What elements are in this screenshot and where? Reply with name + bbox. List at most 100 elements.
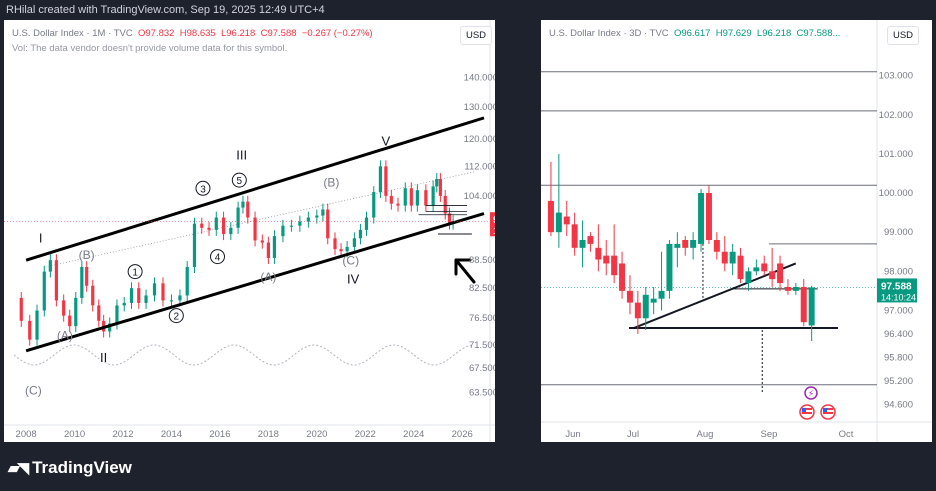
candle-body (777, 263, 784, 284)
left-open: 97.832 (145, 28, 175, 39)
candle-body (745, 271, 752, 284)
candle-body (35, 310, 39, 340)
candle-body (729, 251, 736, 264)
right-y-tick: 95.800 (884, 352, 913, 363)
left-x-tick: 2014 (161, 429, 182, 440)
wave-label: II (100, 350, 107, 365)
candle-body (91, 285, 95, 306)
right-y-tick: 103.000 (879, 71, 913, 82)
left-y-tick: 67.500 (469, 363, 495, 374)
candle-body (42, 271, 46, 311)
left-high: 98.635 (186, 28, 216, 39)
footer-brand: ▰◥ TradingView (8, 456, 132, 480)
candle-body (161, 283, 165, 301)
left-chart-svg[interactable]: 140.000 130.000 120.000 112.000 104.000 88.50… (4, 20, 495, 442)
left-vol-note: Vol: The data vendor doesn't provide vol… (12, 43, 288, 54)
candle-body (642, 294, 649, 319)
left-high-label: H (179, 28, 187, 39)
right-y-tick: 101.000 (879, 149, 913, 160)
candle-body (345, 246, 349, 252)
candle-body (108, 323, 112, 332)
left-legend: U.S. Dollar Index · 1M · TVC O97.832 H98… (12, 28, 373, 39)
candle-body (74, 297, 78, 327)
candle-body (192, 223, 197, 267)
candle-body (372, 192, 376, 218)
left-open-label: O (138, 28, 146, 39)
right-price-tag (877, 278, 917, 303)
candle-body (603, 255, 610, 264)
candle-body (443, 195, 447, 214)
candle-body (289, 225, 293, 227)
left-x-tick: 2008 (16, 429, 37, 440)
candle-body (48, 260, 52, 272)
candle-body (761, 263, 768, 272)
wave-label: (A) (260, 270, 276, 284)
candle-body (579, 240, 586, 248)
left-x-tick: 2022 (355, 429, 376, 440)
left-y-tick: 71.500 (469, 340, 495, 351)
left-close-label: C (260, 28, 268, 39)
candle-body (619, 263, 626, 291)
left-y-tick: 63.500 (469, 387, 495, 398)
candle-body (241, 201, 245, 208)
left-y-tick: 130.000 (464, 102, 495, 113)
wave-circle (127, 264, 143, 280)
right-close: 97.588 (803, 28, 833, 39)
flag-stripe (802, 408, 812, 410)
channel-midline (45, 171, 475, 268)
wave-circle-label: 1 (132, 268, 138, 279)
candle-body (144, 295, 148, 303)
candle-body (389, 195, 393, 204)
candle-body (200, 223, 204, 228)
candle-body (19, 297, 23, 321)
candle-body (784, 286, 791, 291)
right-chart-panel[interactable]: U.S. Dollar Index · 3D · TVC O96.617 H97… (541, 20, 932, 442)
right-low-label: L (756, 28, 763, 39)
candle-body (54, 260, 58, 301)
right-symbol[interactable]: U.S. Dollar Index · 3D · TVC (549, 28, 669, 39)
candle-body (753, 267, 760, 272)
candle-body (666, 243, 673, 291)
candle-body (352, 238, 356, 247)
candle-body (169, 300, 174, 302)
candle-body (658, 290, 665, 299)
candle-body (137, 288, 141, 303)
wave-label: (C) (342, 254, 359, 268)
candle-body (674, 243, 681, 248)
candle-body (272, 236, 277, 258)
right-legend: U.S. Dollar Index · 3D · TVC O96.617 H97… (549, 28, 840, 39)
candle-body (85, 266, 89, 286)
flag-stripe (823, 412, 833, 414)
left-currency-button[interactable]: USD (460, 26, 492, 45)
left-x-tick: 2010 (64, 429, 85, 440)
right-y-tick: 96.400 (884, 329, 913, 340)
candle-body (378, 166, 383, 193)
candle-body (306, 217, 310, 222)
left-x-tick: 2012 (112, 429, 133, 440)
right-y-tick: 97.000 (884, 305, 913, 316)
left-x-tick: 2018 (258, 429, 279, 440)
right-x-tick: Aug (697, 429, 714, 440)
right-close-label: C (796, 28, 804, 39)
left-close: 97.588 (267, 28, 297, 39)
candle-body (555, 212, 562, 233)
flag-canton (823, 408, 827, 412)
right-low: 96.218 (762, 28, 792, 39)
left-chart-panel[interactable]: U.S. Dollar Index · 1M · TVC O97.832 H98… (4, 20, 495, 442)
left-x-tick: 2024 (403, 429, 424, 440)
right-currency-button[interactable]: USD (887, 26, 919, 45)
left-symbol[interactable]: U.S. Dollar Index · 1M · TVC (12, 28, 133, 39)
candle-body (634, 302, 641, 319)
right-countdown: 14:10:24 (881, 292, 916, 302)
flag-stripe (823, 408, 833, 410)
candle-body (690, 240, 697, 248)
tradingview-logo-icon: ▰◥ (8, 460, 29, 477)
candle-body (721, 251, 728, 264)
right-high-label: H (715, 28, 723, 39)
right-open-label: O (673, 28, 682, 39)
right-chart-svg[interactable]: 103.000 102.000 101.000 100.000 99.000 98.000… (541, 20, 932, 442)
candle-body (339, 249, 343, 252)
candle-body (229, 227, 233, 235)
trendline (633, 262, 797, 329)
left-price-tag-value: 97.588 (493, 215, 495, 226)
